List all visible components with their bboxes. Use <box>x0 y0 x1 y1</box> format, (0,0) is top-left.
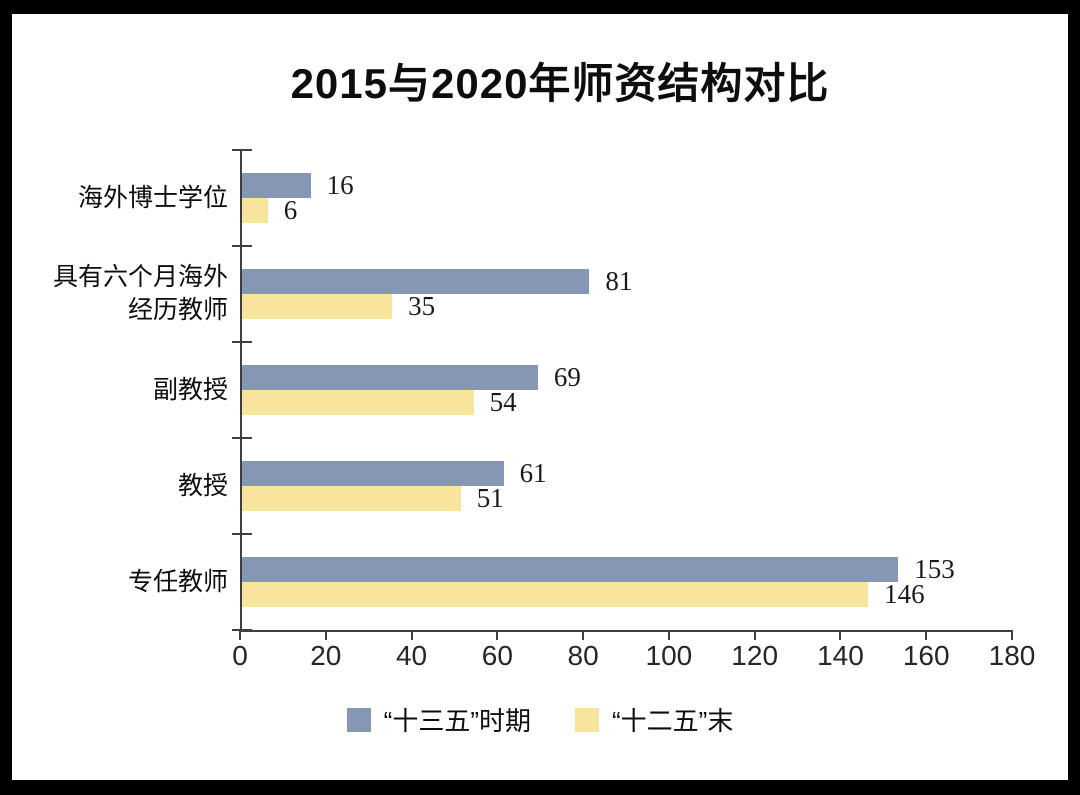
category-label: 专任教师 <box>127 567 228 596</box>
bar-value-label: 6 <box>283 195 298 225</box>
legend-item-series-1: “十三五”时期 <box>346 701 531 738</box>
legend-label-series-2: “十二五”末 <box>612 706 734 736</box>
category-label: 海外博士学位 <box>77 183 228 212</box>
bar-series-2 <box>242 198 268 223</box>
y-axis-tick <box>232 245 252 247</box>
bar-series-1 <box>242 269 590 294</box>
bar-series-1 <box>242 461 504 486</box>
category-label: 教授 <box>177 471 228 500</box>
y-axis-tick <box>232 437 252 439</box>
legend-label-series-1: “十三五”时期 <box>383 706 531 736</box>
legend-swatch-series-2 <box>575 707 599 732</box>
bar-value-label: 69 <box>553 362 581 392</box>
legend: “十三五”时期 “十二五”末 <box>0 701 1080 738</box>
x-axis-line <box>240 630 1013 632</box>
bar-series-2 <box>242 486 461 511</box>
legend-swatch-series-1 <box>346 707 371 732</box>
x-axis-tick <box>839 631 842 640</box>
category-label: 具有六个月海外 经历教师 <box>52 263 228 324</box>
chart-title: 2015与2020年师资结构对比 <box>290 60 830 107</box>
x-axis-tick-label: 120 <box>731 640 779 671</box>
y-axis-tick <box>232 533 252 535</box>
y-axis-tick <box>232 341 252 343</box>
plot-area: 0 20 40 60 80 100 120 140 160 180 16 6 81 35 69 54 61 51 1… <box>232 149 1035 671</box>
x-axis-tick <box>324 631 327 640</box>
y-axis-category-labels: 海外博士学位具有六个月海外 经历教师副教授教授专任教师 <box>28 150 228 630</box>
bar-series-1 <box>242 173 311 198</box>
x-axis-tick <box>410 631 413 640</box>
x-axis-tick-label: 80 <box>567 640 599 671</box>
y-axis-line <box>240 150 242 632</box>
bar-series-1 <box>242 365 538 390</box>
bar-series-1 <box>242 557 899 582</box>
y-axis-tick <box>232 149 252 151</box>
x-axis-tick <box>667 631 670 640</box>
x-axis-tick <box>753 631 756 640</box>
x-axis-tick-label: 0 <box>232 640 248 671</box>
x-axis-tick <box>239 631 241 640</box>
x-axis-tick-label: 140 <box>817 640 864 671</box>
bar-value-label: 54 <box>489 387 517 417</box>
x-axis-tick-label: 180 <box>988 640 1036 671</box>
bar-series-2 <box>242 294 393 319</box>
category-label: 副教授 <box>152 375 228 404</box>
bar-value-label: 51 <box>476 483 504 513</box>
y-axis-tick <box>232 629 252 631</box>
legend-item-series-2: “十二五”末 <box>575 701 733 738</box>
x-axis-tick-label: 20 <box>310 640 342 671</box>
bar-series-2 <box>242 390 474 415</box>
x-axis-tick <box>925 631 928 640</box>
bar-value-label: 16 <box>326 170 354 200</box>
bar-value-label: 153 <box>914 554 955 584</box>
bar-value-label: 61 <box>519 458 547 488</box>
bar-value-label: 35 <box>408 291 436 321</box>
x-axis-tick-label: 100 <box>645 640 693 671</box>
x-axis-tick <box>582 631 585 640</box>
x-axis-tick <box>496 631 499 640</box>
bar-value-label: 81 <box>605 266 633 296</box>
x-axis-tick-label: 160 <box>902 640 950 671</box>
bar-value-label: 146 <box>884 579 925 609</box>
bar-series-2 <box>242 582 869 607</box>
x-axis-tick-label: 40 <box>395 640 428 671</box>
x-axis-tick-label: 60 <box>481 640 513 671</box>
x-axis-tick <box>1011 631 1013 640</box>
